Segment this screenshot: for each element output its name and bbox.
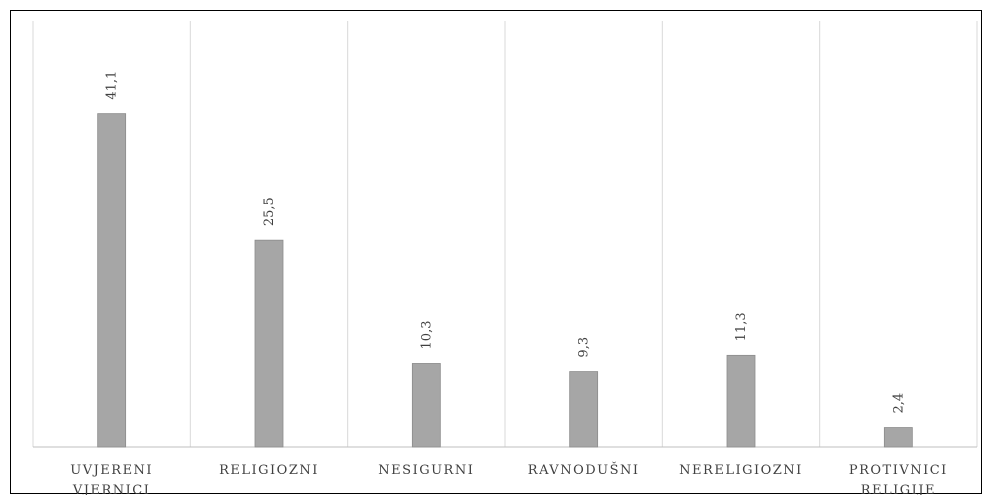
bar bbox=[254, 239, 284, 448]
category-label: RAVNODUŠNI bbox=[528, 461, 640, 478]
data-label: 9,3 bbox=[577, 337, 592, 358]
category-labels: UVJERENI VJERNICI RELIGIOZNI NESIGURNI RAVNO… bbox=[70, 461, 948, 495]
bar bbox=[97, 113, 127, 448]
category-label: RELIGIOZNI bbox=[219, 463, 319, 478]
bars-layer bbox=[97, 113, 913, 448]
category-label: VJERNICI bbox=[72, 483, 150, 495]
bar bbox=[411, 363, 441, 448]
category-label: NESIGURNI bbox=[378, 463, 474, 478]
bar bbox=[569, 371, 599, 448]
bar-chart: 41,1 25,5 10,3 9,3 11,3 2,4 UVJERENI VJERNICI R… bbox=[32, 21, 978, 495]
data-label: 41,1 bbox=[105, 71, 120, 100]
category-label: PROTIVNICI bbox=[849, 463, 948, 478]
category-label: NERELIGIOZNI bbox=[679, 463, 803, 478]
data-label: 25,5 bbox=[262, 197, 277, 226]
category-label: UVJERENI bbox=[70, 463, 153, 478]
category-label: RELIGIJE bbox=[861, 483, 936, 495]
data-label: 2,4 bbox=[891, 393, 906, 414]
data-label: 10,3 bbox=[419, 321, 434, 350]
data-label: 11,3 bbox=[734, 312, 749, 341]
value-labels: 41,1 25,5 10,3 9,3 11,3 2,4 bbox=[105, 71, 907, 414]
chart-frame: 41,1 25,5 10,3 9,3 11,3 2,4 UVJERENI VJERNICI R… bbox=[10, 10, 982, 495]
bar bbox=[883, 427, 913, 448]
grid-layer bbox=[32, 21, 978, 448]
bar bbox=[726, 354, 756, 448]
